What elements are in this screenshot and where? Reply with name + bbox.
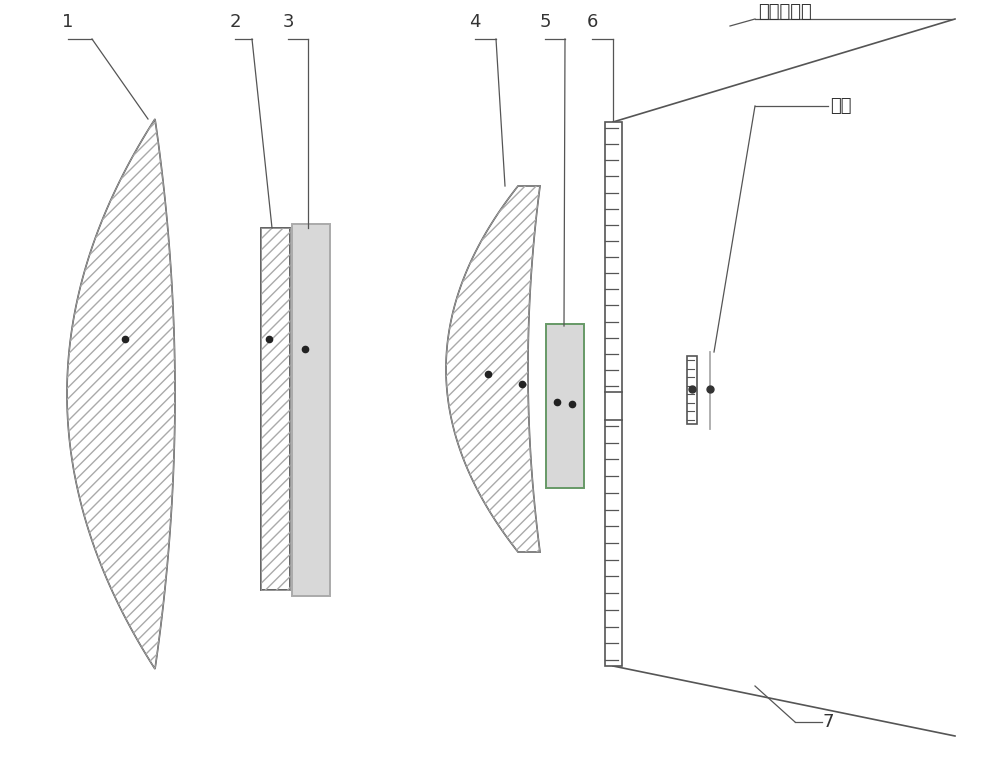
- Text: 2: 2: [229, 13, 241, 31]
- Text: 7: 7: [822, 713, 834, 731]
- Text: 像面: 像面: [830, 97, 852, 115]
- Polygon shape: [295, 228, 322, 590]
- Text: 3: 3: [282, 13, 294, 31]
- Bar: [546, 324, 584, 488]
- Bar: [687, 356, 697, 424]
- Polygon shape: [446, 186, 540, 552]
- Bar: [605, 122, 622, 666]
- Text: 4: 4: [469, 13, 481, 31]
- Polygon shape: [261, 228, 290, 590]
- Text: 探测器窗口: 探测器窗口: [758, 3, 812, 21]
- Polygon shape: [549, 328, 563, 484]
- Text: 1: 1: [62, 13, 74, 31]
- Polygon shape: [67, 119, 175, 669]
- Polygon shape: [565, 326, 581, 486]
- Text: 6: 6: [586, 13, 598, 31]
- Bar: [292, 224, 330, 596]
- Text: 5: 5: [539, 13, 551, 31]
